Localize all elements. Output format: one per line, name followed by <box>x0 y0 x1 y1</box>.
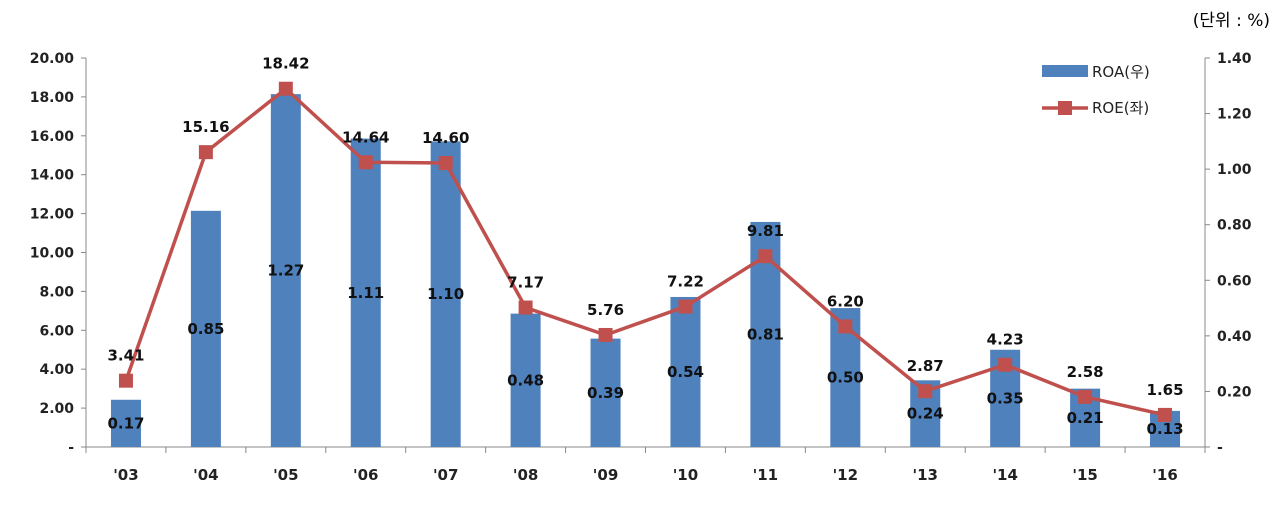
y-right-tick-label: 0.40 <box>1217 329 1252 345</box>
roe-marker <box>1078 389 1093 404</box>
roa-data-label: 1.11 <box>347 284 384 302</box>
roa-data-label: 0.39 <box>587 384 624 402</box>
roa-bar <box>430 141 461 447</box>
roa-data-label: 0.50 <box>827 369 864 387</box>
legend-roe-label: ROE(좌) <box>1092 99 1149 117</box>
y-right-tick-label: 0.20 <box>1217 384 1252 400</box>
roe-marker <box>678 299 693 314</box>
roe-marker <box>278 81 293 96</box>
y-right-tick-label: 0.60 <box>1217 273 1252 289</box>
roa-data-label: 0.85 <box>187 320 224 338</box>
roa-data-label: 0.17 <box>107 414 144 432</box>
y-left-tick-label: 12.00 <box>30 207 75 223</box>
roe-data-label: 6.20 <box>827 292 864 310</box>
roe-marker <box>198 145 213 160</box>
roe-marker <box>918 384 933 399</box>
roe-data-label: 2.58 <box>1067 363 1104 381</box>
roe-data-label: 4.23 <box>987 331 1024 349</box>
x-tick-label: '16 <box>1152 466 1177 484</box>
x-tick-label: '08 <box>513 466 538 484</box>
roa-data-label: 0.13 <box>1147 420 1184 438</box>
x-tick-label: '05 <box>273 466 298 484</box>
unit-label: (단위 : %) <box>1192 11 1270 31</box>
y-left-tick-label: 16.00 <box>30 129 75 145</box>
roe-marker <box>118 373 133 388</box>
roe-data-label: 3.41 <box>107 347 144 365</box>
legend-roa-swatch <box>1042 65 1088 77</box>
y-left-tick-label: 14.00 <box>30 168 75 184</box>
y-left-tick-label: 20.00 <box>30 51 75 67</box>
roe-data-label: 2.87 <box>907 357 944 375</box>
roe-marker <box>358 155 373 170</box>
y-left-tick-label: 4.00 <box>39 362 74 378</box>
roe-marker <box>838 319 853 334</box>
x-tick-label: '07 <box>433 466 458 484</box>
x-tick-label: '04 <box>193 466 218 484</box>
roa-data-label: 0.81 <box>747 325 784 343</box>
x-tick-label: '06 <box>353 466 378 484</box>
roe-data-label: 14.60 <box>422 129 469 147</box>
roa-data-label: 0.48 <box>507 371 544 389</box>
roa-bar <box>270 94 301 447</box>
roa-data-label: 1.27 <box>267 262 304 280</box>
roe-data-label: 7.17 <box>507 274 544 292</box>
x-tick-label: '03 <box>113 466 138 484</box>
x-tick-label: '13 <box>913 466 938 484</box>
roe-marker <box>998 357 1013 372</box>
roe-marker <box>598 327 613 342</box>
roe-line <box>124 86 1166 417</box>
legend-roe-marker <box>1058 101 1072 115</box>
y-left-tick-label: 8.00 <box>39 284 74 300</box>
y-right-tick-label: 1.00 <box>1217 162 1252 178</box>
y-right-tick-label: 1.20 <box>1217 107 1252 123</box>
x-tick-label: '09 <box>593 466 618 484</box>
y-left-tick-label: 6.00 <box>39 323 74 339</box>
roe-data-label: 9.81 <box>747 222 784 240</box>
roa-data-label: 0.54 <box>667 363 704 381</box>
roe-data-label: 5.76 <box>587 301 624 319</box>
roa-bar <box>190 210 221 447</box>
roa-bar <box>670 296 701 447</box>
y-right-tick-label: 1.40 <box>1217 51 1252 67</box>
roe-marker <box>438 156 453 171</box>
x-tick-label: '10 <box>673 466 698 484</box>
y-left-tick-label: - <box>68 440 74 456</box>
roa-data-label: 0.35 <box>987 389 1024 407</box>
y-left-tick-label: 10.00 <box>30 246 75 262</box>
roa-bar <box>510 313 541 447</box>
roe-marker <box>758 249 773 264</box>
roe-data-label: 18.42 <box>262 55 309 73</box>
y-right-tick-label: 0.80 <box>1217 218 1252 234</box>
x-tick-label: '11 <box>753 466 778 484</box>
y-left-tick-label: 18.00 <box>30 90 75 106</box>
roa-bar <box>350 138 381 448</box>
x-tick-label: '12 <box>833 466 858 484</box>
roa-data-label: 1.10 <box>427 285 464 303</box>
legend-roa-label: ROA(우) <box>1092 63 1150 81</box>
x-tick-label: '14 <box>992 466 1017 484</box>
roa-data-label: 0.21 <box>1067 409 1104 427</box>
x-tick-label: '15 <box>1072 466 1097 484</box>
roe-data-label: 1.65 <box>1147 381 1184 399</box>
roa-bar <box>110 399 141 447</box>
roe-data-label: 7.22 <box>667 273 704 291</box>
roa-data-label: 0.24 <box>907 405 944 423</box>
roe-marker <box>1158 407 1173 422</box>
roe-data-label: 14.64 <box>342 128 389 146</box>
roa-bar <box>590 338 621 447</box>
y-left-tick-label: 2.00 <box>39 401 74 417</box>
roe-data-label: 15.16 <box>182 118 229 136</box>
roe-marker <box>518 300 533 315</box>
y-right-tick-label: - <box>1217 440 1223 456</box>
